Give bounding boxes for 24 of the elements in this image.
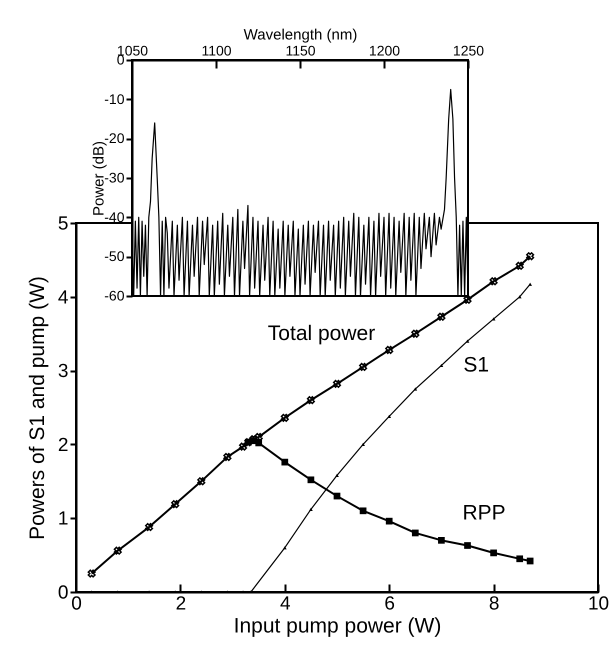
x-axis-title: Wavelength (nm) bbox=[244, 26, 358, 44]
x-tick-label: 1150 bbox=[285, 42, 316, 58]
x-tick-label: 2 bbox=[176, 594, 186, 614]
x-tick-label: 0 bbox=[71, 594, 82, 614]
y-tick-label: -50 bbox=[104, 248, 125, 264]
y-tick-label: 4 bbox=[58, 287, 69, 308]
y-tick-label: 3 bbox=[58, 361, 68, 382]
x-tick-label: 10 bbox=[588, 594, 609, 614]
x-tick-label: 8 bbox=[488, 594, 500, 614]
x-tick-label: 1200 bbox=[368, 42, 400, 58]
x-tick-label: 1250 bbox=[452, 42, 484, 58]
x-tick-label: 4 bbox=[280, 594, 292, 614]
x-tick-label: 1100 bbox=[201, 42, 232, 58]
x-tick-label: 6 bbox=[384, 594, 395, 614]
series-label: S1 bbox=[463, 353, 490, 376]
series-label: Total power bbox=[268, 322, 376, 345]
y-tick-label: 1 bbox=[58, 508, 68, 530]
x-axis-title: Input pump power (W) bbox=[234, 614, 442, 638]
series-label: RPP bbox=[462, 502, 506, 525]
y-tick-label: -60 bbox=[104, 288, 125, 304]
y-tick-label: 5 bbox=[58, 214, 68, 234]
y-axis-title: Powers of S1 and pump (W) bbox=[26, 276, 49, 540]
y-tick-label: 2 bbox=[58, 434, 68, 456]
y-tick-label: -10 bbox=[104, 90, 125, 107]
